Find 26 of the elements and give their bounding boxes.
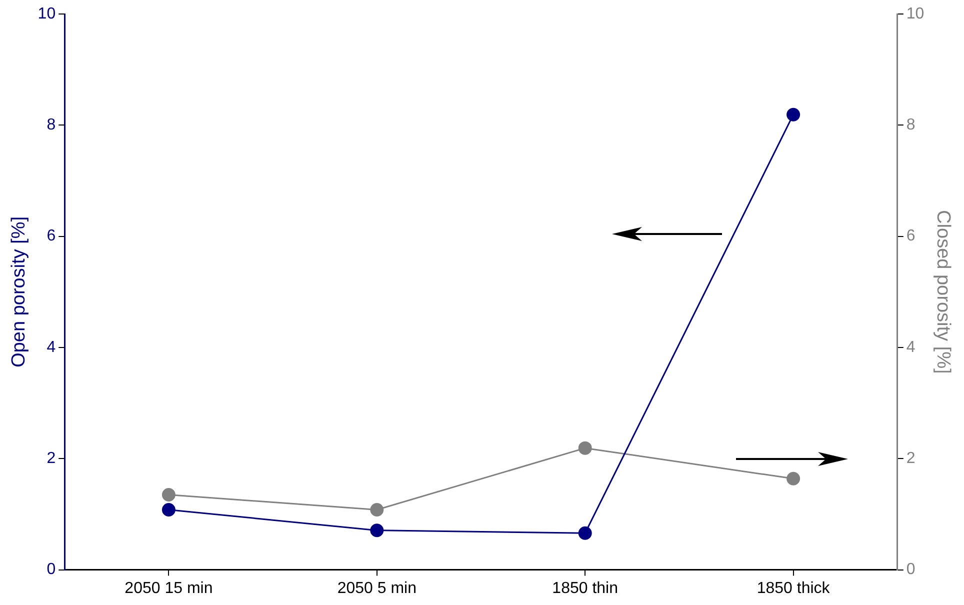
point	[370, 503, 384, 517]
y2-tick-label: 10	[906, 5, 924, 22]
y2-tick-label: 0	[906, 561, 916, 578]
x-tick-label: 1850 thin	[552, 580, 618, 597]
y-axis-title: Open porosity [%]	[8, 216, 30, 368]
y-tick-label: 8	[46, 116, 56, 134]
x-tick-label: 2050 5 min	[337, 580, 416, 597]
y2-tick-label: 6	[906, 228, 916, 245]
point	[162, 503, 176, 517]
y2-axis-title: Closed porosity [%]	[932, 210, 954, 374]
y-tick-label: 0	[46, 561, 56, 578]
y-tick-label: 2	[46, 450, 56, 468]
point	[786, 108, 800, 122]
y-tick-label: 10	[38, 5, 56, 22]
x-tick-label: 1850 thick	[756, 580, 831, 597]
y-tick-label: 4	[46, 338, 56, 356]
point	[162, 488, 176, 502]
point	[786, 472, 800, 486]
point	[578, 441, 592, 455]
y2-tick-label: 2	[906, 450, 916, 468]
point	[578, 526, 592, 540]
y2-tick-label: 8	[906, 116, 916, 134]
x-tick-label: 2050 15 min	[124, 580, 213, 597]
y-tick-label: 6	[46, 228, 56, 245]
y2-tick-label: 4	[906, 338, 916, 356]
point	[370, 524, 384, 538]
